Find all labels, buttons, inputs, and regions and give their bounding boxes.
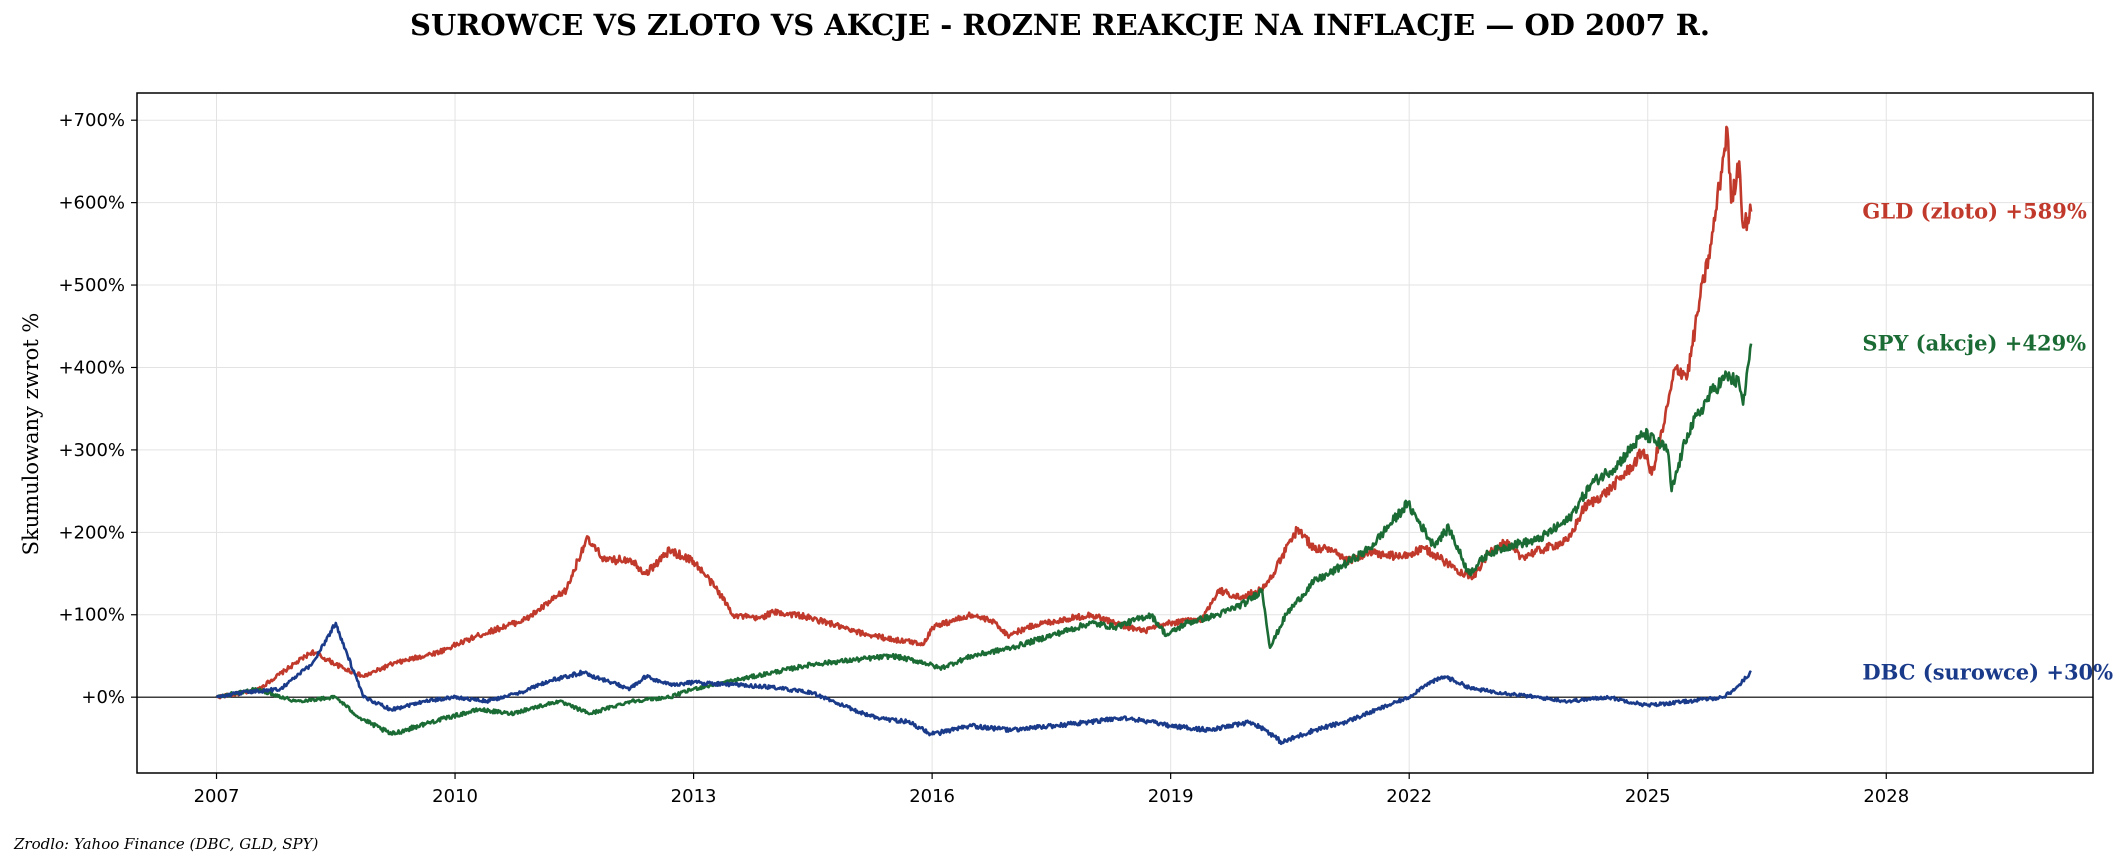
x-tick-label: 2007: [194, 786, 240, 807]
dbc-end-label: DBC (surowce) +30%: [1862, 659, 2113, 684]
spy-akcje-line: [215, 343, 1753, 736]
x-tick-label: 2019: [1148, 786, 1194, 807]
dbc-surowce-line: [215, 621, 1752, 746]
x-tick-label: 2028: [1863, 786, 1909, 807]
y-tick-label: +300%: [58, 440, 125, 461]
series-lines: [215, 125, 1753, 746]
gridlines: [137, 93, 2093, 773]
x-tick-label: 2022: [1386, 786, 1432, 807]
y-tick-label: +400%: [58, 357, 125, 378]
gld-zloto-line: [215, 125, 1753, 700]
gld-end-label: GLD (zloto) +589%: [1862, 199, 2086, 224]
x-tick-label: 2025: [1625, 786, 1671, 807]
y-tick-label: +600%: [58, 193, 125, 214]
y-tick-label: +700%: [58, 110, 125, 131]
plot-frame: [136, 92, 2094, 774]
end-labels: GLD (zloto) +589% SPY (akcje) +429% DBC (s…: [1862, 199, 2113, 685]
x-tick-label: 2010: [432, 786, 478, 807]
x-axis-ticks: 2007 2010 2013 2016 2019 2022 2025 2028: [194, 773, 1909, 807]
y-axis-ticks: +0% +100% +200% +300% +400% +500% +600% +700%: [58, 110, 137, 708]
y-tick-label: +0%: [81, 687, 125, 708]
x-tick-label: 2016: [909, 786, 955, 807]
source-note: Zrodlo: Yahoo Finance (DBC, GLD, SPY): [13, 835, 318, 853]
x-tick-label: 2013: [671, 786, 717, 807]
y-tick-label: +500%: [58, 275, 125, 296]
chart-title: SUROWCE VS ZLOTO VS AKCJE - ROZNE REAKCJ…: [410, 8, 1710, 42]
y-tick-label: +200%: [58, 522, 125, 543]
y-axis-title: Skumulowany zwrot %: [19, 313, 43, 556]
spy-end-label: SPY (akcje) +429%: [1862, 331, 2086, 356]
y-tick-label: +100%: [58, 605, 125, 626]
